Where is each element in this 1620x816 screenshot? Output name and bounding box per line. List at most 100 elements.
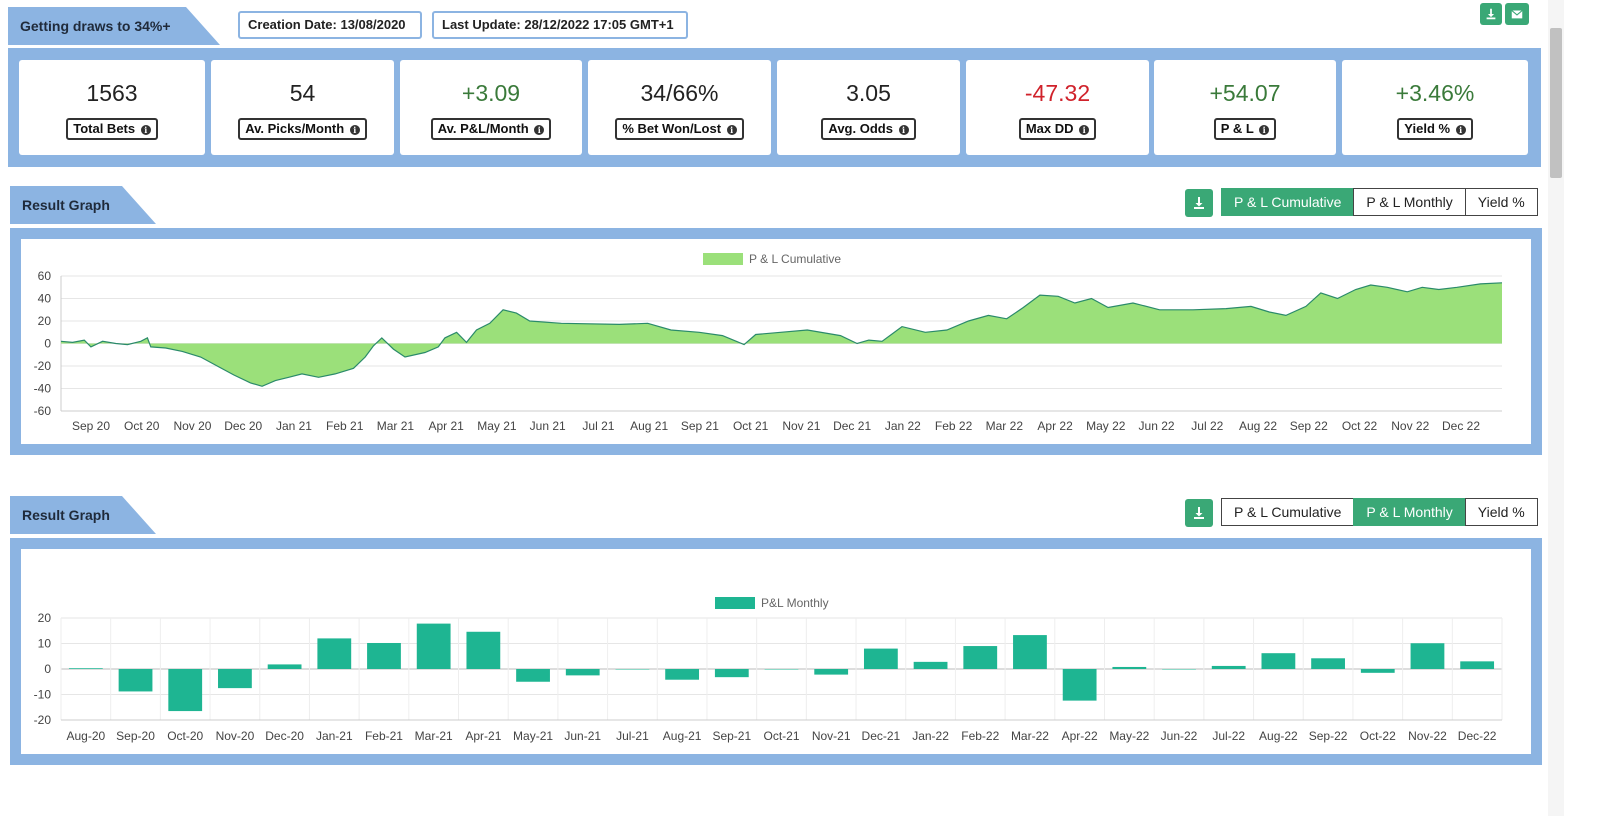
download-button[interactable]: [1480, 3, 1502, 25]
chart-area-cumulative: 60 40 20 0 -20 -40 -60 Sep 20 Oct 20 Nov 20 Dec 20…: [21, 239, 1531, 444]
bar: [1162, 669, 1196, 670]
y-tick-label: 20: [38, 611, 52, 625]
stat-label[interactable]: Avg. Odds i: [821, 118, 916, 140]
chart-download-button[interactable]: [1185, 499, 1213, 527]
bar: [1261, 653, 1296, 669]
y-tick-label: -10: [34, 688, 52, 702]
y-tick-label: -20: [34, 713, 52, 727]
x-tick-label: Oct-22: [1360, 729, 1396, 743]
stat-label[interactable]: % Bet Won/Lost i: [615, 118, 744, 140]
x-tick-label: Dec-22: [1458, 729, 1497, 743]
stat-label[interactable]: Av. Picks/Month i: [238, 118, 367, 140]
x-tick-label: May-21: [513, 729, 553, 743]
pl-cumulative-line: [60, 282, 1503, 387]
stat-label-text: Av. P&L/Month: [437, 121, 529, 136]
info-icon: i: [726, 125, 737, 135]
y-tick-label: 60: [38, 269, 52, 283]
chart-download-button[interactable]: [1185, 189, 1213, 217]
y-tick-label: 40: [38, 292, 52, 306]
x-tick-label: Aug-20: [66, 729, 105, 743]
x-tick-label: Mar 22: [986, 419, 1024, 433]
x-tick-label: Apr-22: [1062, 729, 1098, 743]
tab-yield[interactable]: Yield %: [1464, 188, 1538, 216]
download-icon: [1194, 197, 1204, 209]
x-tick-label: Nov 22: [1391, 419, 1429, 433]
info-icon: i: [349, 125, 360, 135]
bar: [1062, 669, 1097, 701]
bar: [516, 669, 550, 682]
info-icon: i: [1455, 125, 1466, 135]
legend-label: P & L Cumulative: [749, 252, 841, 266]
stat-value: 34/66%: [640, 80, 719, 106]
stat-value: -47.32: [1024, 80, 1091, 106]
x-tick-label: Aug-22: [1259, 729, 1298, 743]
x-tick-label: Apr 22: [1037, 419, 1073, 433]
x-tick-label: Nov 20: [173, 419, 211, 433]
bar: [1311, 658, 1345, 669]
x-tick-label: Aug 22: [1239, 419, 1277, 433]
y-tick-label: -20: [34, 359, 52, 373]
x-tick-label: Feb 21: [326, 419, 364, 433]
stat-label[interactable]: Yield % i: [1397, 118, 1473, 140]
bar: [1360, 669, 1395, 673]
tab-pl-cumulative[interactable]: P & L Cumulative: [1221, 498, 1355, 526]
x-tick-label: Oct 22: [1342, 419, 1378, 433]
info-icon: i: [140, 125, 151, 135]
x-tick-label: Sep-21: [712, 729, 751, 743]
stat-value: 54: [289, 80, 316, 106]
x-tick-label: Nov-20: [216, 729, 255, 743]
stat-label-text: Av. Picks/Month: [245, 121, 345, 136]
stat-card-yield: +3.46% Yield % i: [1342, 60, 1528, 155]
x-tick-label: Sep 22: [1290, 419, 1328, 433]
x-tick-label: May-22: [1109, 729, 1149, 743]
y-tick-label: 0: [44, 662, 51, 676]
strategy-title: Getting draws to 34%+: [8, 7, 220, 45]
bar: [317, 638, 352, 669]
x-tick-label: Jun 22: [1139, 419, 1175, 433]
stat-label[interactable]: P & L i: [1213, 118, 1277, 140]
tab-yield[interactable]: Yield %: [1464, 498, 1538, 526]
y-tick-label: 20: [38, 314, 52, 328]
info-icon: i: [1079, 125, 1090, 135]
email-button[interactable]: [1505, 3, 1529, 25]
x-tick-label: Jun-22: [1161, 729, 1198, 743]
x-tick-label: Oct 20: [124, 419, 160, 433]
pl-cumulative-area: [61, 282, 1502, 387]
stat-label[interactable]: Max DD i: [1018, 118, 1097, 140]
stat-value: +3.46%: [1395, 80, 1475, 106]
x-tick-label: Jul 21: [582, 419, 614, 433]
scrollbar-track[interactable]: [1548, 0, 1564, 816]
x-tick-label: Sep 21: [681, 419, 719, 433]
bar: [168, 669, 203, 712]
x-tick-label: Jan-21: [316, 729, 353, 743]
x-tick-label: Apr-21: [465, 729, 501, 743]
stat-label-text: Yield %: [1404, 121, 1451, 136]
stat-label-text: Avg. Odds: [828, 121, 893, 136]
stat-label[interactable]: Total Bets i: [66, 118, 158, 140]
stat-card-max-dd: -47.32 Max DD i: [966, 60, 1149, 155]
bar: [416, 623, 451, 669]
bar: [267, 664, 302, 669]
stat-value: 1563: [86, 80, 138, 106]
tab-pl-monthly[interactable]: P & L Monthly: [1353, 498, 1466, 526]
x-tick-label: Dec-21: [862, 729, 901, 743]
tab-pl-monthly[interactable]: P & L Monthly: [1353, 188, 1466, 216]
stats-panel: 1563 Total Bets i 54 Av. Picks/Month i +…: [8, 48, 1541, 167]
bar: [1112, 666, 1147, 669]
envelope-icon: [1511, 10, 1523, 19]
bar: [367, 642, 401, 669]
stat-value: +3.09: [461, 80, 521, 106]
bar: [1013, 635, 1047, 669]
bar: [118, 669, 153, 692]
x-tick-label: Oct-21: [763, 729, 799, 743]
scrollbar-thumb[interactable]: [1550, 28, 1562, 178]
x-tick-label: Feb 22: [935, 419, 973, 433]
stat-card-avg-odds: 3.05 Avg. Odds i: [777, 60, 960, 155]
tab-pl-cumulative[interactable]: P & L Cumulative: [1221, 188, 1355, 216]
legend-swatch: [715, 597, 755, 609]
bar: [615, 669, 650, 670]
bar: [1211, 665, 1246, 669]
bar: [218, 669, 252, 689]
stat-label[interactable]: Av. P&L/Month i: [430, 118, 552, 140]
stat-card-total-bets: 1563 Total Bets i: [19, 60, 205, 155]
